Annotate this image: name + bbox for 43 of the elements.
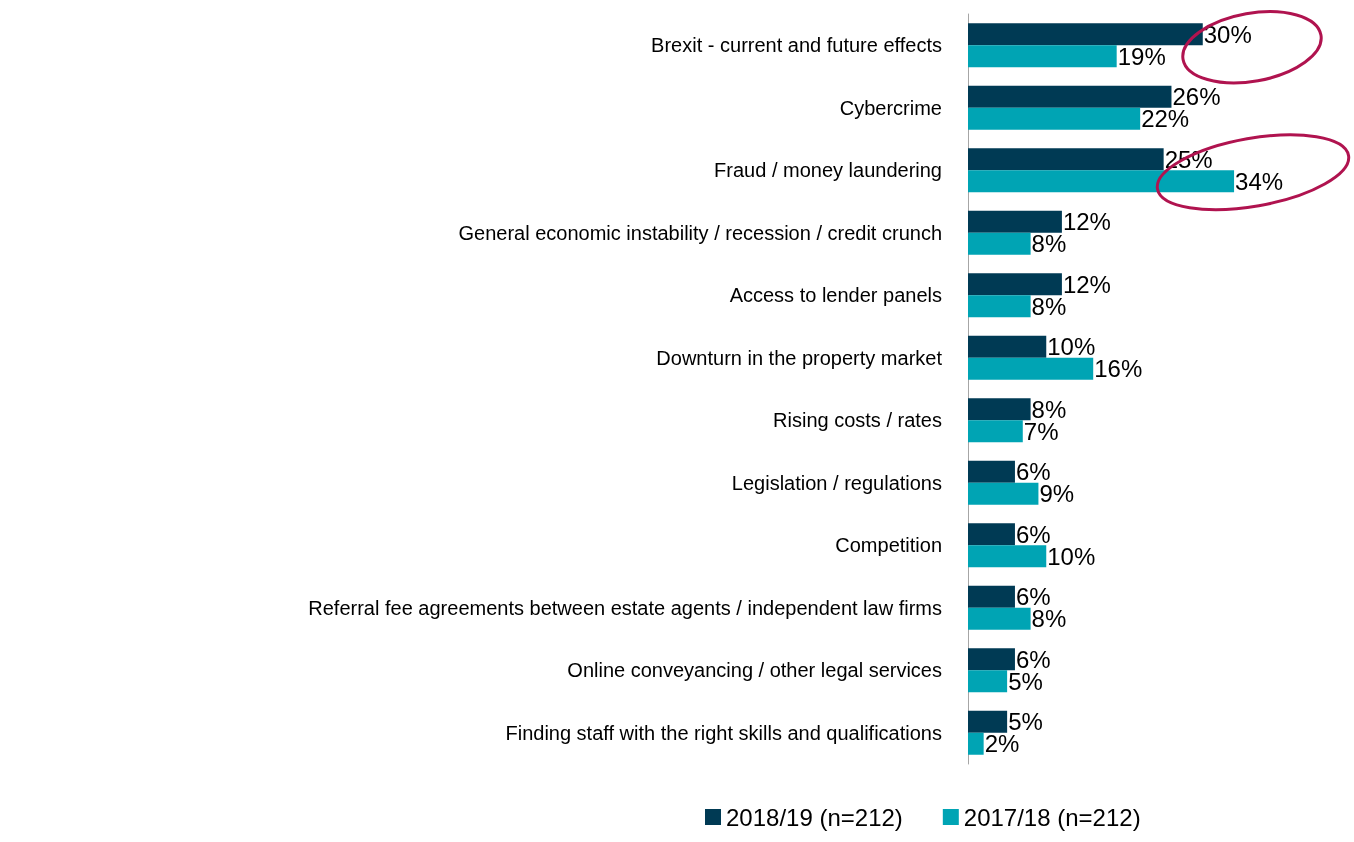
bar (968, 523, 1015, 546)
y-tick-label: Rising costs / rates (773, 409, 942, 432)
y-tick-label: Finding staff with the right skills and qualifications (505, 721, 942, 744)
bar (968, 335, 1047, 358)
data-label: 19% (1117, 42, 1166, 70)
bar (968, 273, 1062, 296)
y-tick-label: Downturn in the property market (656, 346, 943, 369)
y-tick-label: Referral fee agreements between estate agents / independent law firms (308, 596, 942, 619)
data-label: 34% (1235, 167, 1284, 195)
data-label: 10% (1047, 333, 1096, 361)
bar (968, 460, 1015, 483)
bar (968, 295, 1031, 318)
y-tick-label: Online conveyancing / other legal services (567, 659, 942, 682)
bar (968, 398, 1031, 421)
bar (968, 107, 1141, 130)
y-tick-label: Brexit - current and future effects (651, 34, 942, 57)
y-tick-label: Competition (835, 534, 942, 557)
bar (968, 45, 1117, 68)
bar (968, 170, 1235, 193)
bar (968, 148, 1164, 171)
y-tick-label: Cybercrime (839, 96, 942, 119)
y-tick-label: General economic instability / recession / credit crunch (458, 221, 942, 244)
bar (968, 545, 1047, 568)
bar (968, 85, 1172, 108)
y-tick-label: Access to lender panels (729, 284, 942, 307)
bar (968, 648, 1015, 671)
bar (968, 585, 1015, 608)
bar (968, 357, 1094, 380)
bar (968, 670, 1008, 693)
bar (968, 732, 984, 755)
bar (968, 420, 1023, 443)
bar (968, 607, 1031, 630)
bar (968, 232, 1031, 255)
data-label: 16% (1094, 355, 1143, 383)
y-tick-label: Fraud / money laundering (714, 159, 942, 182)
bar (968, 710, 1008, 733)
y-tick-label: Legislation / regulations (731, 471, 942, 494)
bar (968, 482, 1039, 505)
legend-label: 2017/18 (n=212) (963, 803, 1141, 831)
bar (968, 210, 1062, 233)
legend-label: 2018/19 (n=212) (726, 803, 903, 831)
bar (968, 23, 1203, 46)
data-label: 30% (1203, 20, 1252, 48)
